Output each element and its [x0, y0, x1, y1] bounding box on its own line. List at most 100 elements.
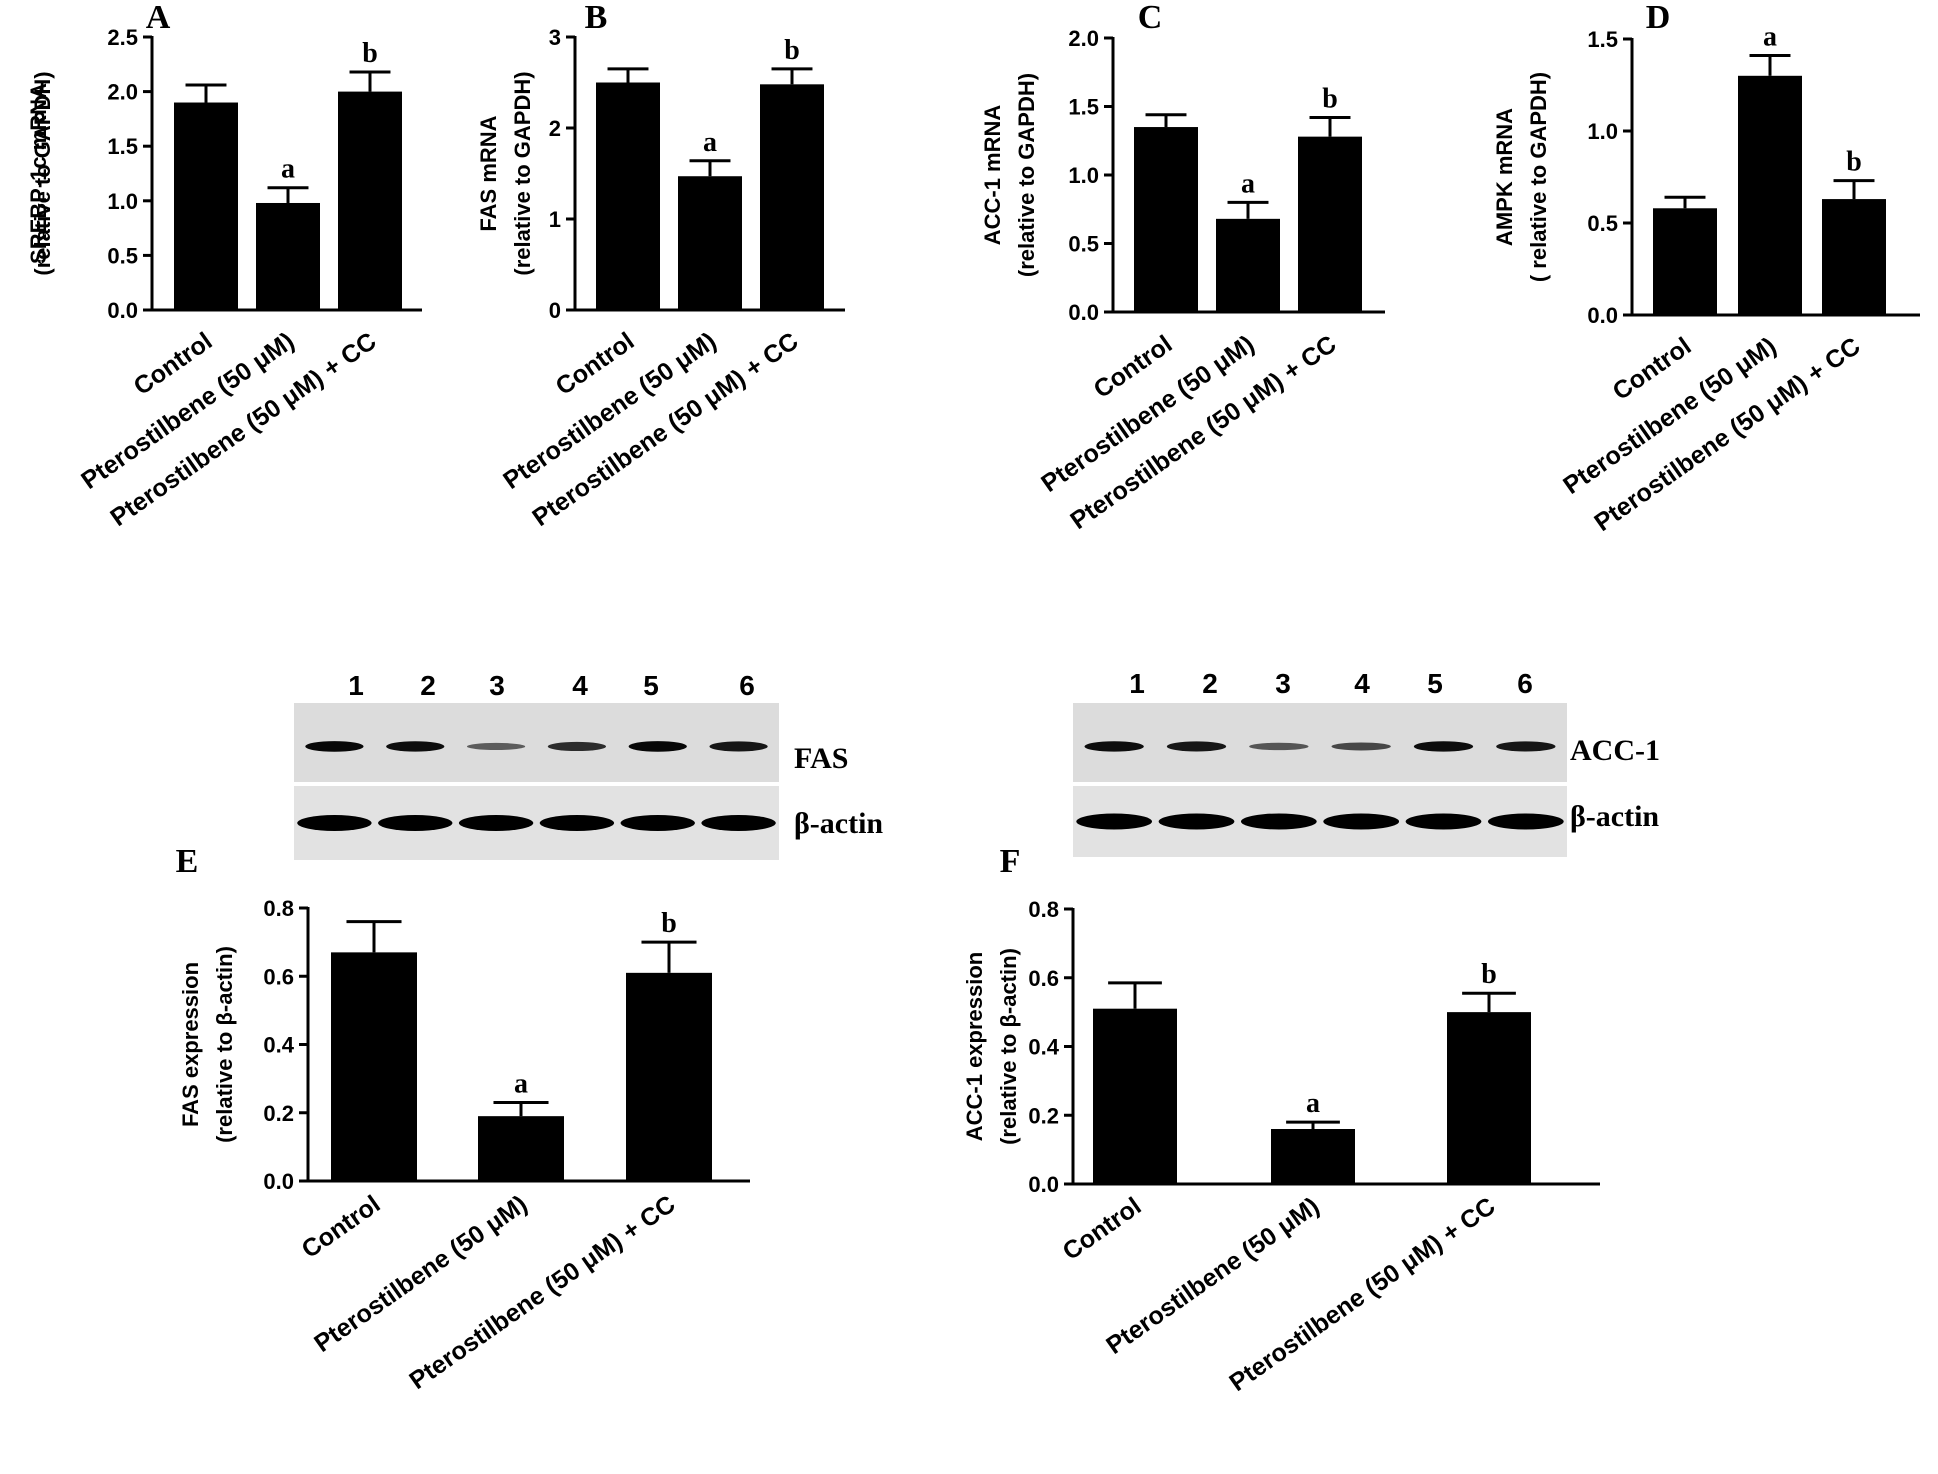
loading-band [1323, 813, 1400, 830]
y-tick-label: 0.2 [263, 1101, 294, 1126]
bar [1822, 199, 1886, 315]
y-tick-label: 0.2 [1028, 1103, 1059, 1128]
y-tick-label: 3 [549, 25, 561, 50]
y-tick-label: 1.5 [1068, 95, 1099, 120]
y-tick-label: 0.5 [107, 243, 138, 268]
panel-label: A [146, 0, 171, 36]
bar [1271, 1129, 1355, 1184]
y-tick-label: 0.0 [1028, 1172, 1059, 1197]
bar [1216, 218, 1280, 312]
chart-panel-a: A 0.0 0.5 1.0 1.5 2.0 2.5 SREBP-1c mRNA(relativ… [26, 0, 422, 532]
lane-number: 1 [1129, 668, 1145, 699]
y-tick-label: 0.0 [263, 1169, 294, 1194]
y-axis-label: SREBP-1c mRNA [26, 83, 51, 264]
y-tick-label: 0.0 [1068, 300, 1099, 325]
y-tick-label: 2.0 [107, 80, 138, 105]
y-tick-label: 0.0 [107, 298, 138, 323]
blot-loading-label: β-actin [1570, 800, 1659, 833]
significance-label: a [514, 1069, 528, 1100]
loading-band [458, 815, 534, 831]
y-tick-label: 0.0 [1587, 303, 1618, 328]
bar [338, 91, 402, 310]
loading-band [620, 815, 695, 831]
loading-band [701, 815, 776, 831]
y-tick-label: 0.8 [1028, 897, 1059, 922]
loading-band [297, 815, 372, 831]
lane-number: 4 [1354, 668, 1370, 699]
y-axis-label: ACC-1 expression [962, 952, 987, 1142]
y-axis-label: ( relative to GAPDH) [1526, 72, 1551, 282]
loading-band [1240, 813, 1317, 830]
y-tick-label: 1 [549, 207, 561, 232]
lane-number: 4 [572, 670, 588, 701]
protein-band [305, 741, 364, 752]
lane-number: 3 [489, 670, 505, 701]
lane-number: 6 [1517, 668, 1533, 699]
y-tick-label: 0.5 [1068, 232, 1099, 257]
y-axis-label: (relative to β-actin) [996, 948, 1021, 1145]
significance-label: b [1846, 147, 1862, 178]
blot-loading-label: β-actin [794, 807, 883, 840]
bar [256, 202, 320, 310]
y-tick-label: 1.0 [107, 189, 138, 214]
category-label: Control [1058, 1192, 1147, 1266]
y-tick-label: 0.6 [263, 964, 294, 989]
loading-band [539, 815, 615, 831]
protein-band [1249, 742, 1309, 751]
category-label: Control [297, 1190, 386, 1264]
bar [1093, 1008, 1177, 1184]
protein-band [1331, 742, 1391, 751]
loading-band [1076, 813, 1153, 830]
bar [1738, 75, 1802, 315]
y-axis-label: FAS mRNA [476, 115, 501, 231]
y-axis-label: (relative to β-actin) [212, 946, 237, 1143]
lane-number: 2 [420, 670, 436, 701]
protein-band [1166, 741, 1227, 752]
loading-band [378, 815, 453, 831]
bar [1653, 208, 1717, 315]
loading-band [1158, 813, 1235, 830]
lane-number: 6 [739, 670, 755, 701]
category-label: Pterostilbene (50 μM) + CC [404, 1190, 680, 1395]
significance-label: a [1763, 22, 1777, 53]
lane-number: 5 [1427, 668, 1443, 699]
protein-band [386, 741, 445, 752]
bar [596, 82, 660, 310]
blot-strip-protein [294, 703, 779, 782]
y-axis-label: FAS expression [178, 962, 203, 1127]
significance-label: a [1241, 168, 1255, 199]
lane-number: 5 [643, 670, 659, 701]
y-tick-label: 0.4 [1028, 1035, 1059, 1060]
western-blot-e: 1 2 3 4 5 6 FAS β-actin [294, 670, 883, 860]
bar [174, 102, 238, 311]
protein-band [709, 741, 768, 752]
bar [760, 84, 824, 310]
chart-panel-c: C 0.0 0.5 1.0 1.5 2.0 ACC-1 mRNA (relative to G… [980, 0, 1385, 535]
lane-number: 1 [348, 670, 364, 701]
y-tick-label: 2.5 [107, 25, 138, 50]
loading-band [1487, 813, 1564, 830]
y-axis-label: (relative to GAPDH) [510, 71, 535, 275]
bar [1298, 136, 1362, 312]
significance-label: b [1481, 959, 1497, 990]
blot-strip-loading [294, 786, 779, 860]
blot-protein-label: FAS [794, 742, 848, 775]
protein-band [1496, 741, 1556, 752]
bar [1447, 1012, 1531, 1184]
protein-band [547, 741, 607, 752]
y-axis-label: (relative to GAPDH) [30, 71, 55, 275]
significance-label: b [661, 908, 677, 939]
panel-label: C [1138, 0, 1163, 36]
panel-label: E [176, 843, 199, 880]
significance-label: a [1306, 1088, 1320, 1119]
western-blot-f: 1 2 3 4 5 6 ACC-1 β-actin [1073, 668, 1660, 857]
bar [331, 952, 417, 1181]
loading-band [1405, 813, 1482, 830]
y-tick-label: 1.5 [1587, 27, 1618, 52]
significance-label: a [703, 127, 717, 158]
significance-label: b [784, 35, 800, 66]
lane-number: 2 [1202, 668, 1218, 699]
panel-label: B [585, 0, 608, 36]
blot-protein-label: ACC-1 [1570, 734, 1660, 767]
